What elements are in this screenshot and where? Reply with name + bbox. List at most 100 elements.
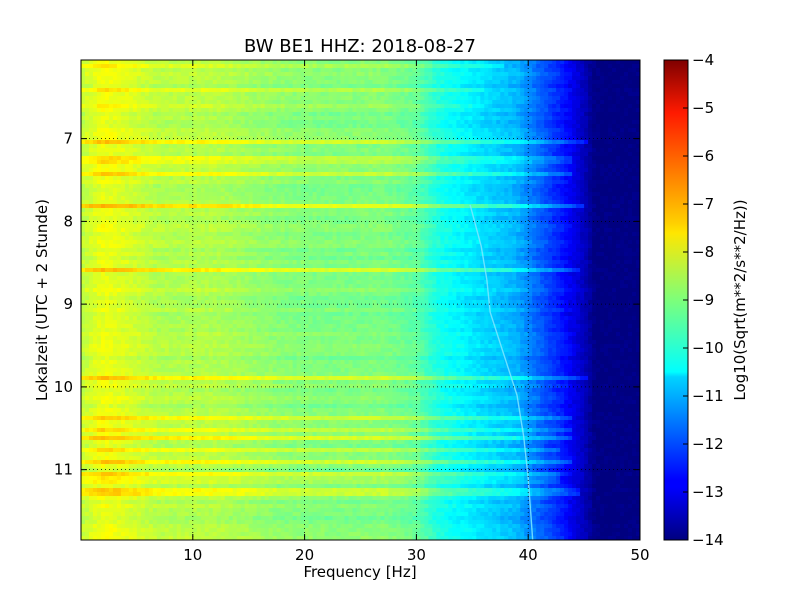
heatmap-cell xyxy=(152,460,158,465)
heatmap-cell xyxy=(200,336,206,341)
heatmap-cell xyxy=(180,416,186,421)
heatmap-cell xyxy=(212,60,218,65)
heatmap-cell xyxy=(132,512,138,517)
heatmap-cell xyxy=(200,140,206,145)
heatmap-cell xyxy=(120,420,126,425)
heatmap-cell xyxy=(124,248,130,253)
heatmap-cell xyxy=(240,340,246,345)
heatmap-cell xyxy=(216,496,222,501)
heatmap-cell xyxy=(184,148,190,153)
heatmap-cell xyxy=(236,324,242,329)
heatmap-cell xyxy=(240,468,246,473)
heatmap-cell xyxy=(212,492,218,497)
heatmap-cell xyxy=(236,260,242,265)
heatmap-cell xyxy=(200,400,206,405)
heatmap-cell xyxy=(84,72,90,77)
heatmap-cell xyxy=(84,168,90,173)
heatmap-cell xyxy=(152,312,158,317)
heatmap-cell xyxy=(140,372,146,377)
heatmap-cell xyxy=(196,452,202,457)
heatmap-cell xyxy=(192,88,198,93)
heatmap-cell xyxy=(240,348,246,353)
heatmap-cell xyxy=(192,156,198,161)
heatmap-cell xyxy=(172,356,178,361)
heatmap-cell xyxy=(81,76,86,81)
heatmap-cell xyxy=(140,536,146,540)
heatmap-cell xyxy=(128,420,134,425)
heatmap-cell xyxy=(184,436,190,441)
heatmap-cell xyxy=(81,448,86,453)
heatmap-cell xyxy=(104,220,110,225)
heatmap-cell xyxy=(100,408,106,413)
heatmap-cell xyxy=(136,80,142,85)
heatmap-cell xyxy=(244,124,250,129)
heatmap-cell xyxy=(164,296,170,301)
heatmap-cell xyxy=(116,408,122,413)
heatmap-cell xyxy=(228,76,234,81)
heatmap-cell xyxy=(184,384,190,389)
heatmap-cell xyxy=(220,308,226,313)
heatmap-cell xyxy=(84,384,90,389)
heatmap-cell xyxy=(128,520,134,525)
heatmap-cell xyxy=(152,404,158,409)
heatmap-cell xyxy=(120,328,126,333)
heatmap-cell xyxy=(208,336,214,341)
heatmap-cell xyxy=(208,464,214,469)
heatmap-cell xyxy=(92,292,98,297)
heatmap-cell xyxy=(156,532,162,537)
heatmap-cell xyxy=(208,516,214,521)
heatmap-cell xyxy=(104,296,110,301)
heatmap-cell xyxy=(144,212,150,217)
heatmap-cell xyxy=(168,156,174,161)
heatmap-cell xyxy=(144,444,150,449)
heatmap-cell xyxy=(112,480,118,485)
heatmap-cell xyxy=(88,336,94,341)
heatmap-cell xyxy=(108,464,114,469)
heatmap-cell xyxy=(92,196,98,201)
heatmap-cell xyxy=(168,380,174,385)
heatmap-cell xyxy=(176,324,182,329)
heatmap-cell xyxy=(240,368,246,373)
heatmap-cell xyxy=(104,520,110,525)
heatmap-cell xyxy=(160,324,166,329)
heatmap-cell xyxy=(188,340,194,345)
heatmap-cell xyxy=(168,432,174,437)
heatmap-cell xyxy=(232,212,238,217)
heatmap-cell xyxy=(116,424,122,429)
heatmap-cell xyxy=(128,80,134,85)
heatmap-cell xyxy=(172,464,178,469)
heatmap-cell xyxy=(224,64,230,69)
heatmap-cell xyxy=(192,208,198,213)
heatmap-cell xyxy=(208,88,214,93)
heatmap-cell xyxy=(200,448,206,453)
heatmap-cell xyxy=(228,164,234,169)
heatmap-cell xyxy=(200,500,206,505)
heatmap-cell xyxy=(84,468,90,473)
heatmap-cell xyxy=(152,504,158,509)
chart-title: BW BE1 HHZ: 2018-08-27 xyxy=(244,36,476,57)
heatmap-cell xyxy=(120,240,126,245)
heatmap-cell xyxy=(96,424,102,429)
heatmap-cell xyxy=(156,472,162,477)
heatmap-cell xyxy=(81,240,86,245)
heatmap-cell xyxy=(244,116,250,121)
heatmap-cell xyxy=(180,200,186,205)
heatmap-cell xyxy=(124,136,130,141)
heatmap-cell xyxy=(244,280,250,285)
heatmap-cell xyxy=(180,404,186,409)
heatmap-cell xyxy=(228,144,234,149)
heatmap-cell xyxy=(160,224,166,229)
heatmap-cell xyxy=(232,184,238,189)
heatmap-cell xyxy=(156,500,162,505)
heatmap-cell xyxy=(104,332,110,337)
heatmap-cell xyxy=(212,216,218,221)
heatmap-cell xyxy=(232,248,238,253)
heatmap-cell xyxy=(152,464,158,469)
heatmap-cell xyxy=(180,292,186,297)
heatmap-cell xyxy=(108,64,114,69)
heatmap-cell xyxy=(244,64,250,69)
heatmap-cell xyxy=(104,340,110,345)
heatmap-cell xyxy=(240,188,246,193)
heatmap-cell xyxy=(84,120,90,125)
heatmap-cell xyxy=(152,184,158,189)
